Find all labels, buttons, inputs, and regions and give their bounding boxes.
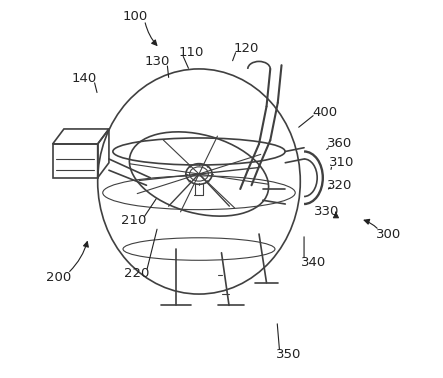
Text: 310: 310 — [329, 156, 354, 169]
Text: 210: 210 — [120, 214, 146, 228]
Text: 300: 300 — [376, 228, 401, 240]
Text: 360: 360 — [327, 138, 352, 150]
Text: 320: 320 — [327, 179, 352, 192]
Text: 140: 140 — [72, 72, 97, 85]
Text: 200: 200 — [46, 271, 71, 284]
Text: 400: 400 — [312, 105, 337, 119]
Text: 130: 130 — [145, 55, 171, 68]
Text: 120: 120 — [233, 42, 259, 55]
Text: 100: 100 — [123, 10, 148, 23]
Text: 340: 340 — [301, 256, 326, 269]
Text: 110: 110 — [179, 45, 204, 59]
Text: 330: 330 — [314, 205, 339, 218]
Text: 220: 220 — [124, 267, 150, 280]
Text: 350: 350 — [276, 348, 302, 361]
